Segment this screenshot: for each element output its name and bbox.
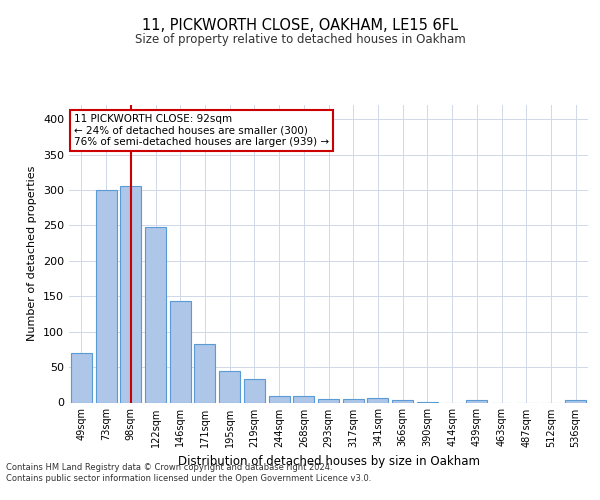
Bar bbox=[565, 400, 586, 402]
Bar bbox=[466, 400, 487, 402]
Y-axis label: Number of detached properties: Number of detached properties bbox=[28, 166, 37, 342]
Bar bbox=[244, 379, 265, 402]
Bar bbox=[194, 344, 215, 402]
Bar bbox=[95, 190, 116, 402]
Bar bbox=[269, 396, 290, 402]
Bar bbox=[71, 353, 92, 403]
Text: Size of property relative to detached houses in Oakham: Size of property relative to detached ho… bbox=[134, 32, 466, 46]
Bar bbox=[318, 399, 339, 402]
Bar bbox=[170, 301, 191, 402]
Bar bbox=[120, 186, 141, 402]
Bar bbox=[293, 396, 314, 402]
Bar bbox=[343, 399, 364, 402]
Bar bbox=[219, 370, 240, 402]
Text: Contains HM Land Registry data © Crown copyright and database right 2024.: Contains HM Land Registry data © Crown c… bbox=[6, 462, 332, 471]
Bar bbox=[145, 227, 166, 402]
Bar bbox=[367, 398, 388, 402]
Text: 11, PICKWORTH CLOSE, OAKHAM, LE15 6FL: 11, PICKWORTH CLOSE, OAKHAM, LE15 6FL bbox=[142, 18, 458, 32]
Text: Contains public sector information licensed under the Open Government Licence v3: Contains public sector information licen… bbox=[6, 474, 371, 483]
Text: 11 PICKWORTH CLOSE: 92sqm
← 24% of detached houses are smaller (300)
76% of semi: 11 PICKWORTH CLOSE: 92sqm ← 24% of detac… bbox=[74, 114, 329, 147]
Bar bbox=[392, 400, 413, 402]
X-axis label: Distribution of detached houses by size in Oakham: Distribution of detached houses by size … bbox=[178, 455, 479, 468]
